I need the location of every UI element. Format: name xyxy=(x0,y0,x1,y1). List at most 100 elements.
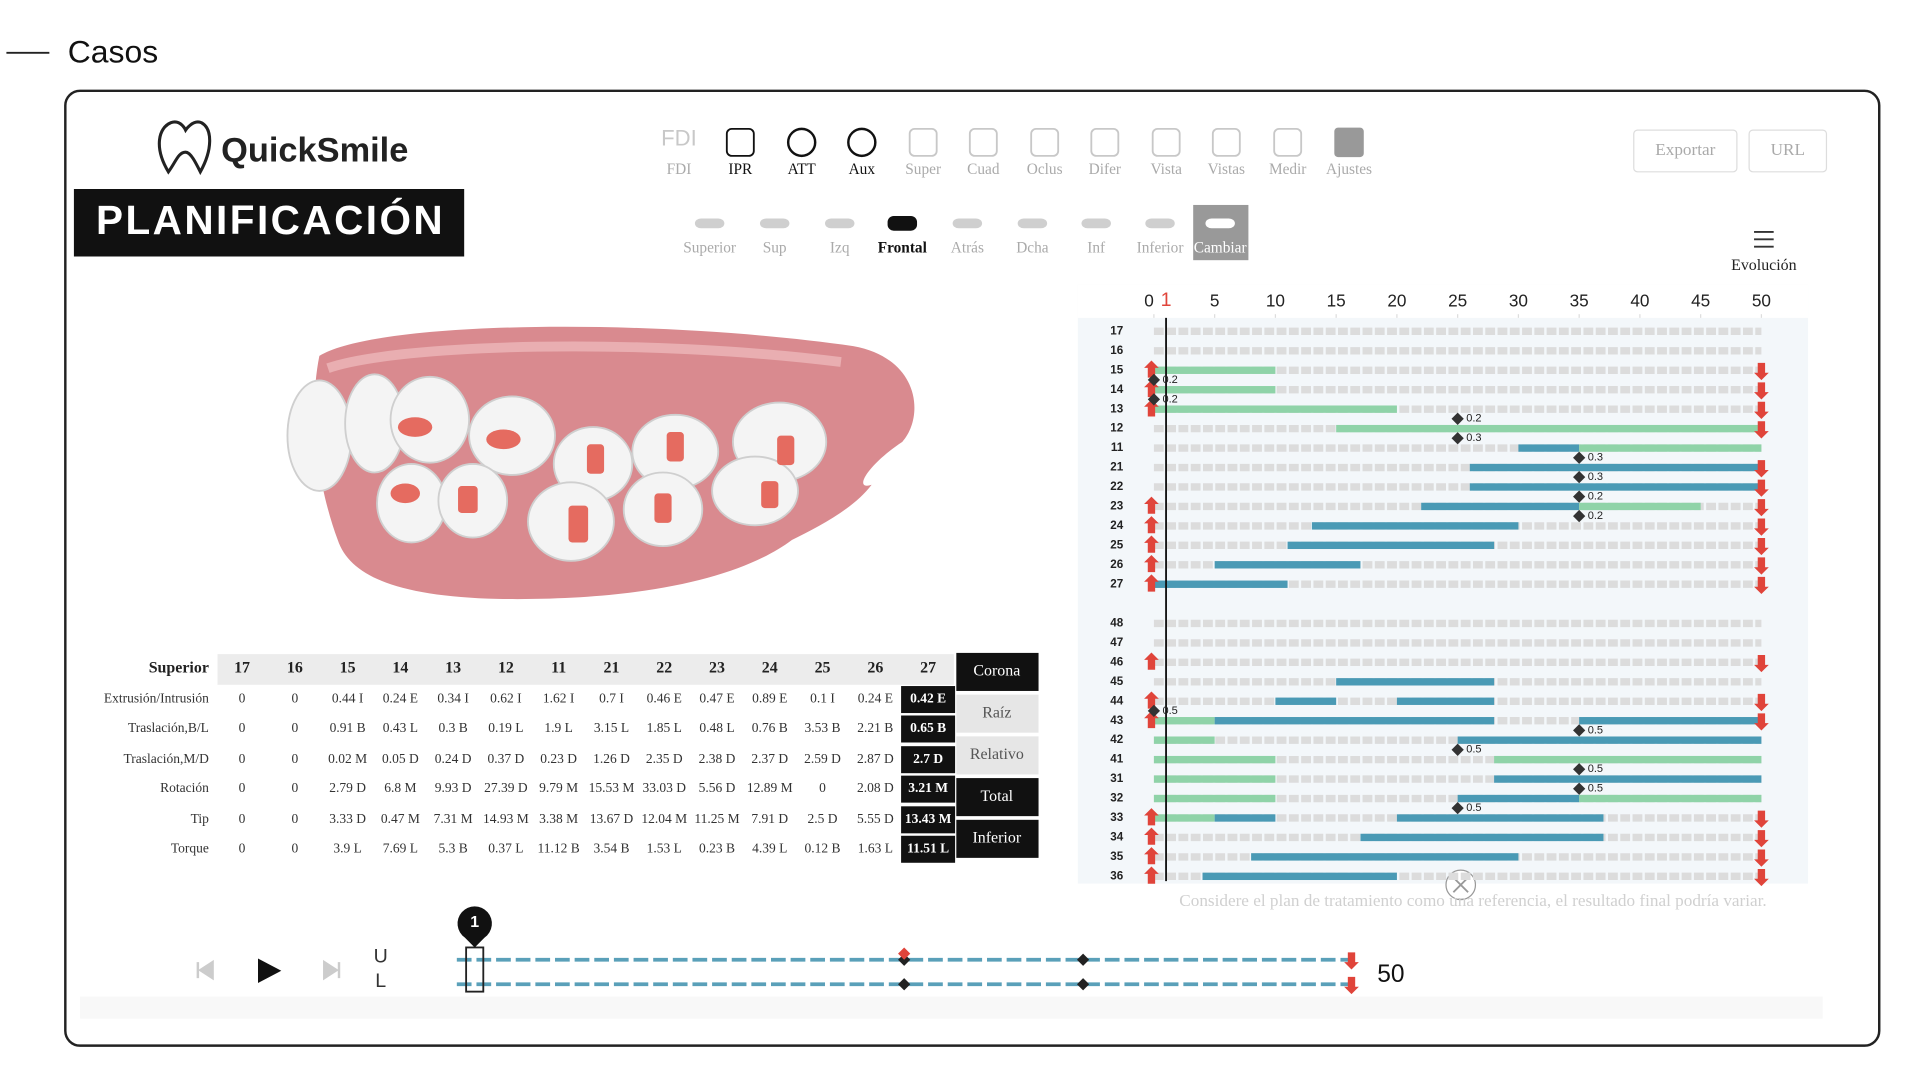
table-cell-highlight xyxy=(901,775,956,803)
view-label[interactable]: Frontal xyxy=(878,240,927,257)
side-button[interactable] xyxy=(956,778,1039,817)
tool-icon[interactable]: FDI xyxy=(661,126,697,151)
table-column: 13 xyxy=(445,660,461,677)
stage-segment xyxy=(1494,775,1762,783)
table-cell-highlight xyxy=(901,835,956,863)
table-row-label: Tip xyxy=(191,811,210,826)
side-button[interactable] xyxy=(956,652,1039,691)
side-button[interactable] xyxy=(956,694,1039,733)
tool-label[interactable]: FDI xyxy=(667,161,692,178)
view-label[interactable]: Inf xyxy=(1087,240,1106,257)
tool-icon[interactable] xyxy=(847,127,877,158)
view-label[interactable]: Atrás xyxy=(951,240,984,257)
tool-icon[interactable] xyxy=(1273,127,1303,157)
tool-label[interactable]: Oclus xyxy=(1027,161,1063,178)
tool-label[interactable]: Vistas xyxy=(1208,161,1245,178)
table-column: 27 xyxy=(920,660,936,677)
side-button-label[interactable]: Raíz xyxy=(982,704,1011,721)
view-icon[interactable] xyxy=(1205,218,1235,229)
tool-label[interactable]: Vista xyxy=(1150,161,1182,178)
table-cell: 0.3 B xyxy=(439,720,468,735)
table-cell: 2.38 D xyxy=(699,751,736,766)
side-button-label[interactable]: Inferior xyxy=(972,829,1021,846)
end-arrow xyxy=(1754,849,1769,867)
view-label[interactable]: Dcha xyxy=(1016,240,1049,257)
tool-label[interactable]: Medir xyxy=(1269,161,1306,178)
tool-icon[interactable] xyxy=(1030,127,1060,157)
end-arrow xyxy=(1754,693,1769,712)
view-icon[interactable] xyxy=(759,218,790,229)
stage-segment xyxy=(1579,717,1762,725)
row-label: 48 xyxy=(1110,617,1123,630)
ipr-label: 0.2 xyxy=(1588,510,1603,522)
side-button-label[interactable]: Relativo xyxy=(970,746,1024,763)
tool-label[interactable]: Ajustes xyxy=(1326,161,1372,178)
table-cell: 1.53 L xyxy=(647,840,682,855)
tool-label[interactable]: Cuad xyxy=(967,161,1000,178)
tool-icon[interactable] xyxy=(1090,127,1120,157)
view-icon[interactable] xyxy=(952,218,983,229)
table-cell: 0.12 B xyxy=(805,840,841,855)
view-icon[interactable] xyxy=(1145,218,1175,229)
table-cell: 0 xyxy=(239,840,246,855)
row-label: 47 xyxy=(1110,636,1123,649)
play-button[interactable] xyxy=(258,958,282,984)
action-label[interactable]: Exportar xyxy=(1655,140,1715,159)
side-button-label[interactable]: Total xyxy=(981,788,1014,805)
playhead-pin[interactable] xyxy=(457,906,492,948)
view-icon[interactable] xyxy=(1017,218,1048,229)
view-icon[interactable] xyxy=(1081,218,1111,229)
next-button[interactable] xyxy=(323,959,341,981)
table-column: 21 xyxy=(603,660,619,677)
tooth xyxy=(286,379,353,492)
view-label[interactable]: Inferior xyxy=(1137,240,1184,257)
arch-label: U xyxy=(374,945,388,967)
x-tick-label: 25 xyxy=(1448,290,1467,310)
view-label[interactable]: Cambiar xyxy=(1194,240,1247,257)
table-cell: 0 xyxy=(239,811,246,826)
action-button[interactable] xyxy=(1748,129,1828,173)
start-arrow xyxy=(1144,516,1159,534)
tool-icon[interactable] xyxy=(1211,127,1241,157)
tool-label[interactable]: ATT xyxy=(788,161,817,178)
table-cell: 0.7 I xyxy=(599,691,624,706)
table-cell: 0 xyxy=(291,780,298,795)
view-label[interactable]: Izq xyxy=(830,240,850,257)
view-highlight[interactable] xyxy=(1193,204,1249,261)
table-column: 23 xyxy=(709,660,725,677)
tool-icon[interactable] xyxy=(908,127,938,157)
stage-segment xyxy=(1214,717,1495,725)
tool-label[interactable]: Aux xyxy=(849,161,876,178)
evolution-icon[interactable] xyxy=(1754,231,1774,248)
x-tick-label: 30 xyxy=(1509,290,1528,310)
stage-segment xyxy=(1336,678,1495,686)
action-label[interactable]: URL xyxy=(1771,140,1805,159)
row-label: 16 xyxy=(1110,344,1123,357)
tool-icon[interactable] xyxy=(725,127,755,157)
tool-icon[interactable] xyxy=(1151,127,1181,157)
prev-button[interactable] xyxy=(196,959,214,981)
tool-icon[interactable] xyxy=(968,127,998,157)
side-button[interactable] xyxy=(956,819,1039,858)
row-label: 21 xyxy=(1110,461,1123,474)
view-icon[interactable] xyxy=(694,218,725,229)
table-cell: 1.63 L xyxy=(858,840,893,855)
table-cell: 3.9 L xyxy=(333,840,362,855)
action-button[interactable] xyxy=(1633,129,1738,173)
table-cell: 0 xyxy=(239,691,246,706)
view-label[interactable]: Sup xyxy=(763,240,787,257)
side-button[interactable] xyxy=(956,736,1039,775)
tool-icon[interactable] xyxy=(786,127,817,158)
view-icon[interactable] xyxy=(825,218,855,229)
table-cell: 0 xyxy=(291,751,298,766)
tool-label[interactable]: Difer xyxy=(1089,161,1121,178)
tool-label[interactable]: IPR xyxy=(728,161,753,178)
evolution-label[interactable]: Evolución xyxy=(1731,257,1797,274)
tool-label[interactable]: Super xyxy=(905,161,941,178)
tool-icon[interactable] xyxy=(1334,127,1364,158)
table-cell: 0.1 I xyxy=(810,691,835,706)
view-label[interactable]: Superior xyxy=(683,240,736,257)
side-button-label[interactable]: Corona xyxy=(973,663,1020,680)
view-icon[interactable] xyxy=(887,216,918,231)
table-column: 17 xyxy=(234,660,250,677)
